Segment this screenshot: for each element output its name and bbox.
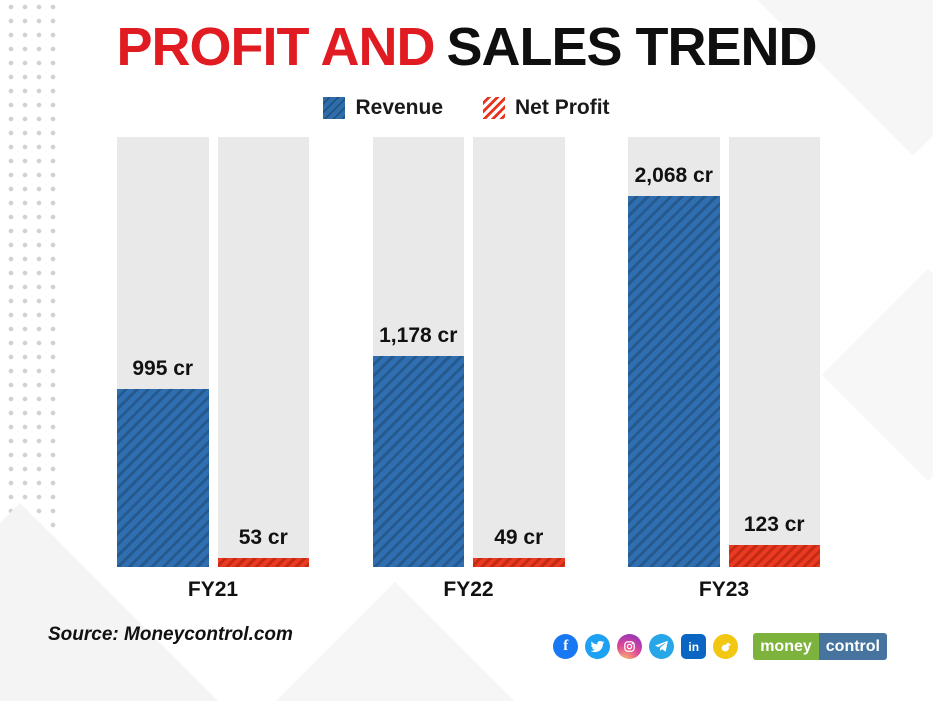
corner-shape-decoration <box>821 268 933 482</box>
header: PROFIT AND SALES TREND <box>0 20 933 74</box>
facebook-glyph: f <box>563 638 569 654</box>
chart-legend: Revenue Net Profit <box>0 96 933 120</box>
net-profit-bar: 123 cr <box>728 513 820 567</box>
source-credit: Source: Moneycontrol.com <box>48 624 293 645</box>
net-profit-bar: 49 cr <box>473 526 565 567</box>
legend-label: Net Profit <box>515 96 610 119</box>
koo-bird-glyph <box>721 642 732 651</box>
net-profit-swatch-icon <box>483 97 506 119</box>
twitter-bird-glyph <box>590 640 605 653</box>
net-profit-bar: 53 cr <box>217 526 309 567</box>
revenue-track: 1,178 cr <box>372 137 464 567</box>
revenue-bar: 1,178 cr <box>372 324 464 567</box>
net-profit-track: 123 cr <box>728 137 820 567</box>
legend-label: Revenue <box>355 96 444 119</box>
category-label: FY22 <box>443 578 494 601</box>
twitter-icon[interactable] <box>585 634 611 659</box>
revenue-bar: 2,068 cr <box>628 164 720 567</box>
revenue-value-label: 995 cr <box>132 356 194 380</box>
logo-control-text: control <box>818 633 887 660</box>
net-profit-value-label: 53 cr <box>238 525 288 549</box>
net-profit-track: 53 cr <box>217 137 309 567</box>
title-accent-text: PROFIT AND <box>116 17 435 77</box>
bar-tracks: 995 cr 53 cr <box>117 137 309 567</box>
revenue-swatch-icon <box>323 97 346 119</box>
net-profit-value-label: 49 cr <box>494 526 544 550</box>
bar-chart: 995 cr 53 cr FY21 1,178 cr <box>117 137 820 601</box>
bar-tracks: 1,178 cr 49 cr <box>372 137 565 567</box>
revenue-track: 2,068 cr <box>628 137 720 567</box>
instagram-camera-glyph <box>624 641 636 652</box>
legend-item-net-profit: Net Profit <box>483 96 610 120</box>
koo-icon[interactable] <box>713 634 739 659</box>
revenue-value-label: 2,068 cr <box>634 164 713 188</box>
telegram-plane-glyph <box>655 641 668 652</box>
telegram-icon[interactable] <box>649 634 675 659</box>
moneycontrol-logo: money control <box>753 633 887 660</box>
linkedin-icon[interactable]: in <box>681 634 707 659</box>
bar-group-fy21: 995 cr 53 cr FY21 <box>117 137 309 601</box>
revenue-track: 995 cr <box>117 137 209 567</box>
logo-money-text: money <box>753 633 819 660</box>
revenue-bar: 995 cr <box>117 357 209 567</box>
category-label: FY23 <box>698 578 750 601</box>
bar-group-fy23: 2,068 cr 123 cr FY23 <box>628 137 820 601</box>
linkedin-glyph: in <box>688 639 700 654</box>
net-profit-value-label: 123 cr <box>743 512 805 536</box>
footer-social-bar: f in money control <box>553 633 887 660</box>
facebook-icon[interactable]: f <box>553 634 579 659</box>
page-title: PROFIT AND SALES TREND <box>0 20 933 74</box>
bar-group-fy22: 1,178 cr 49 cr FY22 <box>372 137 565 601</box>
category-label: FY21 <box>187 578 239 601</box>
net-profit-track: 49 cr <box>473 137 565 567</box>
revenue-value-label: 1,178 cr <box>379 323 458 347</box>
bar-tracks: 2,068 cr 123 cr <box>628 137 820 567</box>
title-dark-text: SALES TREND <box>446 17 817 77</box>
legend-item-revenue: Revenue <box>323 96 443 120</box>
instagram-icon[interactable] <box>617 634 643 659</box>
